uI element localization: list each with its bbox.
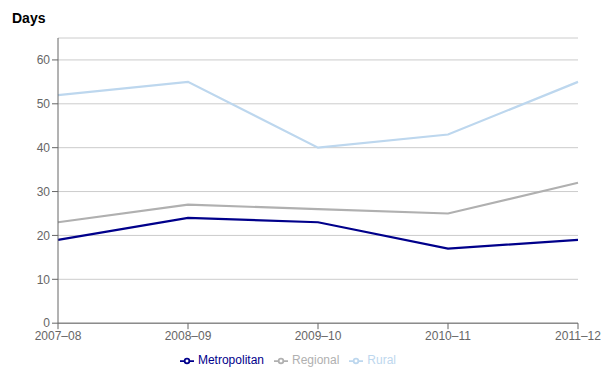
svg-text:40: 40 [37, 141, 51, 155]
svg-text:2010–11: 2010–11 [425, 329, 471, 343]
svg-text:2009–10: 2009–10 [295, 329, 342, 343]
svg-text:30: 30 [37, 185, 51, 199]
svg-text:20: 20 [37, 229, 51, 243]
svg-text:2008–09: 2008–09 [165, 329, 212, 343]
svg-text:2011–12: 2011–12 [555, 329, 601, 343]
svg-text:50: 50 [37, 97, 51, 111]
html-text:Rural: Rural [367, 353, 396, 368]
html-text:Days: Days [12, 10, 46, 26]
svg-text:10: 10 [37, 273, 51, 287]
svg-text:60: 60 [37, 53, 51, 67]
svg-text:0: 0 [43, 316, 50, 330]
html-text:Regional: Regional [292, 353, 340, 368]
html-text:Metropolitan: Metropolitan [197, 353, 264, 368]
svg-text:2007–08: 2007–08 [35, 329, 82, 343]
